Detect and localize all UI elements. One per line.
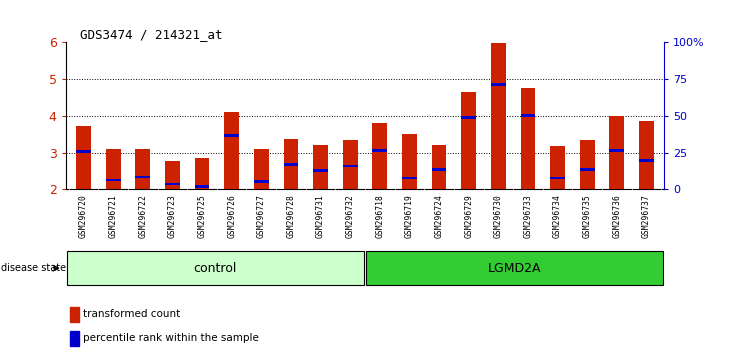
Bar — [254, 149, 269, 189]
Text: GSM296735: GSM296735 — [583, 194, 592, 238]
Text: percentile rank within the sample: percentile rank within the sample — [82, 333, 258, 343]
Bar — [195, 158, 210, 189]
Text: GSM296718: GSM296718 — [375, 194, 384, 238]
Text: GSM296730: GSM296730 — [494, 194, 503, 238]
Bar — [520, 88, 535, 189]
Bar — [70, 307, 79, 322]
Bar — [106, 149, 120, 189]
Bar — [431, 144, 447, 189]
Bar — [639, 121, 654, 189]
Text: GSM296721: GSM296721 — [109, 194, 118, 238]
Bar — [343, 140, 358, 189]
Bar — [70, 331, 79, 346]
Bar — [195, 185, 210, 188]
Bar — [402, 134, 417, 189]
Text: GSM296720: GSM296720 — [79, 194, 88, 238]
Bar — [165, 161, 180, 189]
Text: GSM296724: GSM296724 — [434, 194, 444, 238]
Bar — [366, 251, 663, 285]
Bar — [491, 43, 506, 189]
Text: GSM296728: GSM296728 — [286, 194, 296, 238]
Text: GSM296732: GSM296732 — [346, 194, 355, 238]
Text: GSM296725: GSM296725 — [198, 194, 207, 238]
Bar — [550, 146, 565, 189]
Bar — [313, 144, 328, 189]
Text: GSM296736: GSM296736 — [612, 194, 621, 238]
Text: GSM296734: GSM296734 — [553, 194, 562, 238]
Text: GSM296723: GSM296723 — [168, 194, 177, 238]
Bar — [580, 169, 595, 171]
Text: GSM296719: GSM296719 — [405, 194, 414, 238]
Text: LGMD2A: LGMD2A — [488, 262, 542, 275]
Bar — [106, 179, 120, 181]
Bar — [550, 177, 565, 179]
Bar — [580, 140, 595, 189]
Bar — [224, 112, 239, 189]
Bar — [224, 134, 239, 137]
Bar — [76, 126, 91, 189]
Text: GSM296737: GSM296737 — [642, 194, 651, 238]
Text: GSM296722: GSM296722 — [138, 194, 147, 238]
Bar — [491, 83, 506, 86]
Text: GSM296727: GSM296727 — [257, 194, 266, 238]
Bar — [135, 176, 150, 178]
Bar — [165, 183, 180, 185]
Bar — [372, 149, 387, 152]
Text: GSM296729: GSM296729 — [464, 194, 473, 238]
Text: disease state: disease state — [1, 263, 66, 273]
Bar — [610, 149, 624, 152]
Bar — [461, 116, 476, 119]
Text: GDS3474 / 214321_at: GDS3474 / 214321_at — [80, 28, 223, 41]
Bar — [313, 169, 328, 172]
Bar — [76, 150, 91, 153]
Text: GSM296726: GSM296726 — [227, 194, 236, 238]
Text: GSM296733: GSM296733 — [523, 194, 532, 238]
Bar — [520, 114, 535, 117]
Bar — [431, 169, 447, 171]
Text: transformed count: transformed count — [82, 309, 180, 319]
Bar — [283, 139, 299, 189]
Bar — [610, 116, 624, 189]
Bar — [254, 180, 269, 183]
Bar — [402, 177, 417, 179]
Bar — [372, 122, 387, 189]
Text: GSM296731: GSM296731 — [316, 194, 325, 238]
Bar — [67, 251, 364, 285]
Bar — [135, 149, 150, 189]
Text: control: control — [193, 262, 237, 275]
Bar — [283, 163, 299, 166]
Bar — [461, 92, 476, 189]
Bar — [639, 159, 654, 162]
Bar — [343, 165, 358, 167]
